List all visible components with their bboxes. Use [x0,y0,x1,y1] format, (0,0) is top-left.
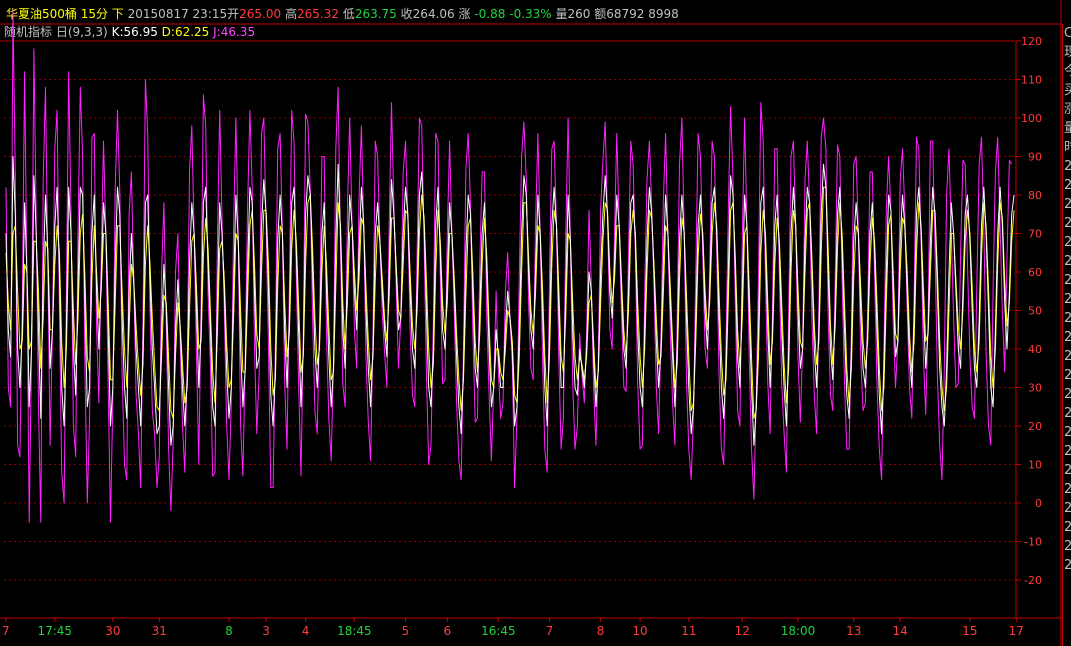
x-tick-label: 8 [597,624,605,638]
side-panel-char: 2 [1063,461,1071,480]
side-panel-char: 2 [1063,157,1071,176]
side-panel-char: 2 [1063,347,1071,366]
x-tick-label: 11 [681,624,696,638]
x-tick-label: 12 [735,624,750,638]
y-tick-label: 20 [1028,420,1042,433]
side-panel-char: 2 [1063,214,1071,233]
side-panel-char: 2 [1063,518,1071,537]
x-tick-label: 31 [152,624,167,638]
indicator-params: 日(9,3,3) [55,25,108,39]
y-tick-label: 120 [1021,35,1042,48]
side-panel-char: 2 [1063,385,1071,404]
y-tick-label: 80 [1028,189,1042,202]
y-tick-label: 10 [1028,459,1042,472]
x-tick-label: 18:45 [337,624,372,638]
side-panel-char: 今 [1063,62,1071,81]
d-value: D:62.25 [161,25,210,39]
y-tick-label: 110 [1021,74,1042,87]
k-value: K:56.95 [111,25,158,39]
side-panel-char: 2 [1063,537,1071,556]
indicator-legend: 随机指标 日(9,3,3) K:56.95 D:62.25 J:46.35 [0,25,255,40]
high-value: 265.32 [296,7,339,21]
x-tick-label: 13 [846,624,861,638]
x-tick-label: 17:45 [37,624,72,638]
x-tick-label: 10 [632,624,647,638]
high-label: 高 [284,7,297,21]
x-axis: 7 17:45 30 31 8 3 4 18:45 5 6 16:45 7 8 10 11 12 18:00 13… [2,618,1024,638]
close-label: 收 [400,7,413,21]
x-tick-label: 14 [893,624,908,638]
close-value: 264.06 [412,7,455,21]
instrument-title: 华夏油500桶 15分 下 [6,7,124,21]
side-panel-char: 2 [1063,195,1071,214]
x-tick-label: 17 [1009,624,1024,638]
indicator-name: 随机指标 [4,25,53,39]
side-panel-char: 涨 [1063,100,1071,119]
side-panel-char: 2 [1063,271,1071,290]
datetime: 20150817 23:15 [127,7,228,21]
open-value: 265.00 [239,7,282,21]
y-tick-label: 60 [1028,266,1042,279]
y-tick-label: 0 [1035,497,1042,510]
x-tick-label: 16:45 [481,624,516,638]
x-tick-label: 5 [402,624,410,638]
side-panel-char: 买 [1063,81,1071,100]
x-tick-label: 6 [443,624,451,638]
y-tick-label: -10 [1024,536,1042,549]
side-panel-char: 2 [1063,290,1071,309]
side-panel-char: 2 [1063,328,1071,347]
x-tick-label: 7 [2,624,10,638]
y-tick-label: 70 [1028,228,1042,241]
y-tick-label: 100 [1021,112,1042,125]
x-tick-label: 3 [262,624,270,638]
side-panel-char: 2 [1063,176,1071,195]
j-value: J:46.35 [213,25,256,39]
side-panel-char: 2 [1063,233,1071,252]
x-tick-label: 15 [962,624,977,638]
amount: 额68792 8998 [594,7,679,21]
change-pct: -0.33% [509,7,552,21]
side-panel-char: 2 [1063,423,1071,442]
x-tick-label: 30 [105,624,120,638]
series-line-j [5,9,1013,523]
side-panel-char: 2 [1063,442,1071,461]
side-panel-char: 2 [1063,480,1071,499]
x-tick-label: 4 [302,624,310,638]
y-tick-label: 50 [1028,305,1042,318]
y-tick-label: 90 [1028,151,1042,164]
side-panel-char: 2 [1063,366,1071,385]
side-panel: C现今买涨量时2222222222222222222222 [1062,24,1071,646]
y-tick-label: 40 [1028,343,1042,356]
side-panel-char: C [1063,24,1071,43]
low-label: 低 [342,7,355,21]
side-panel-char: 现 [1063,43,1071,62]
side-panel-char: 时 [1063,138,1071,157]
side-panel-char: 2 [1063,404,1071,423]
volume: 量260 [555,7,591,21]
low-value: 263.75 [354,7,397,21]
x-tick-label: 8 [225,624,233,638]
side-panel-char: 2 [1063,556,1071,575]
change-label: 涨 [458,7,471,21]
series-line-k [5,156,1015,446]
x-tick-label: 18:00 [781,624,816,638]
side-panel-char: 2 [1063,309,1071,328]
side-panel-char: 2 [1063,252,1071,271]
series-line-d [5,186,1015,419]
open-label: 开 [227,7,240,21]
x-tick-label: 7 [546,624,554,638]
y-tick-label: 30 [1028,382,1042,395]
side-panel-char: 2 [1063,499,1071,518]
y-tick-label: -20 [1024,574,1042,587]
change-value: -0.88 [474,7,506,21]
side-panel-char: 量 [1063,119,1071,138]
quote-header: 华夏油500桶 15分 下 20150817 23:15开265.00 高265… [0,0,1057,24]
